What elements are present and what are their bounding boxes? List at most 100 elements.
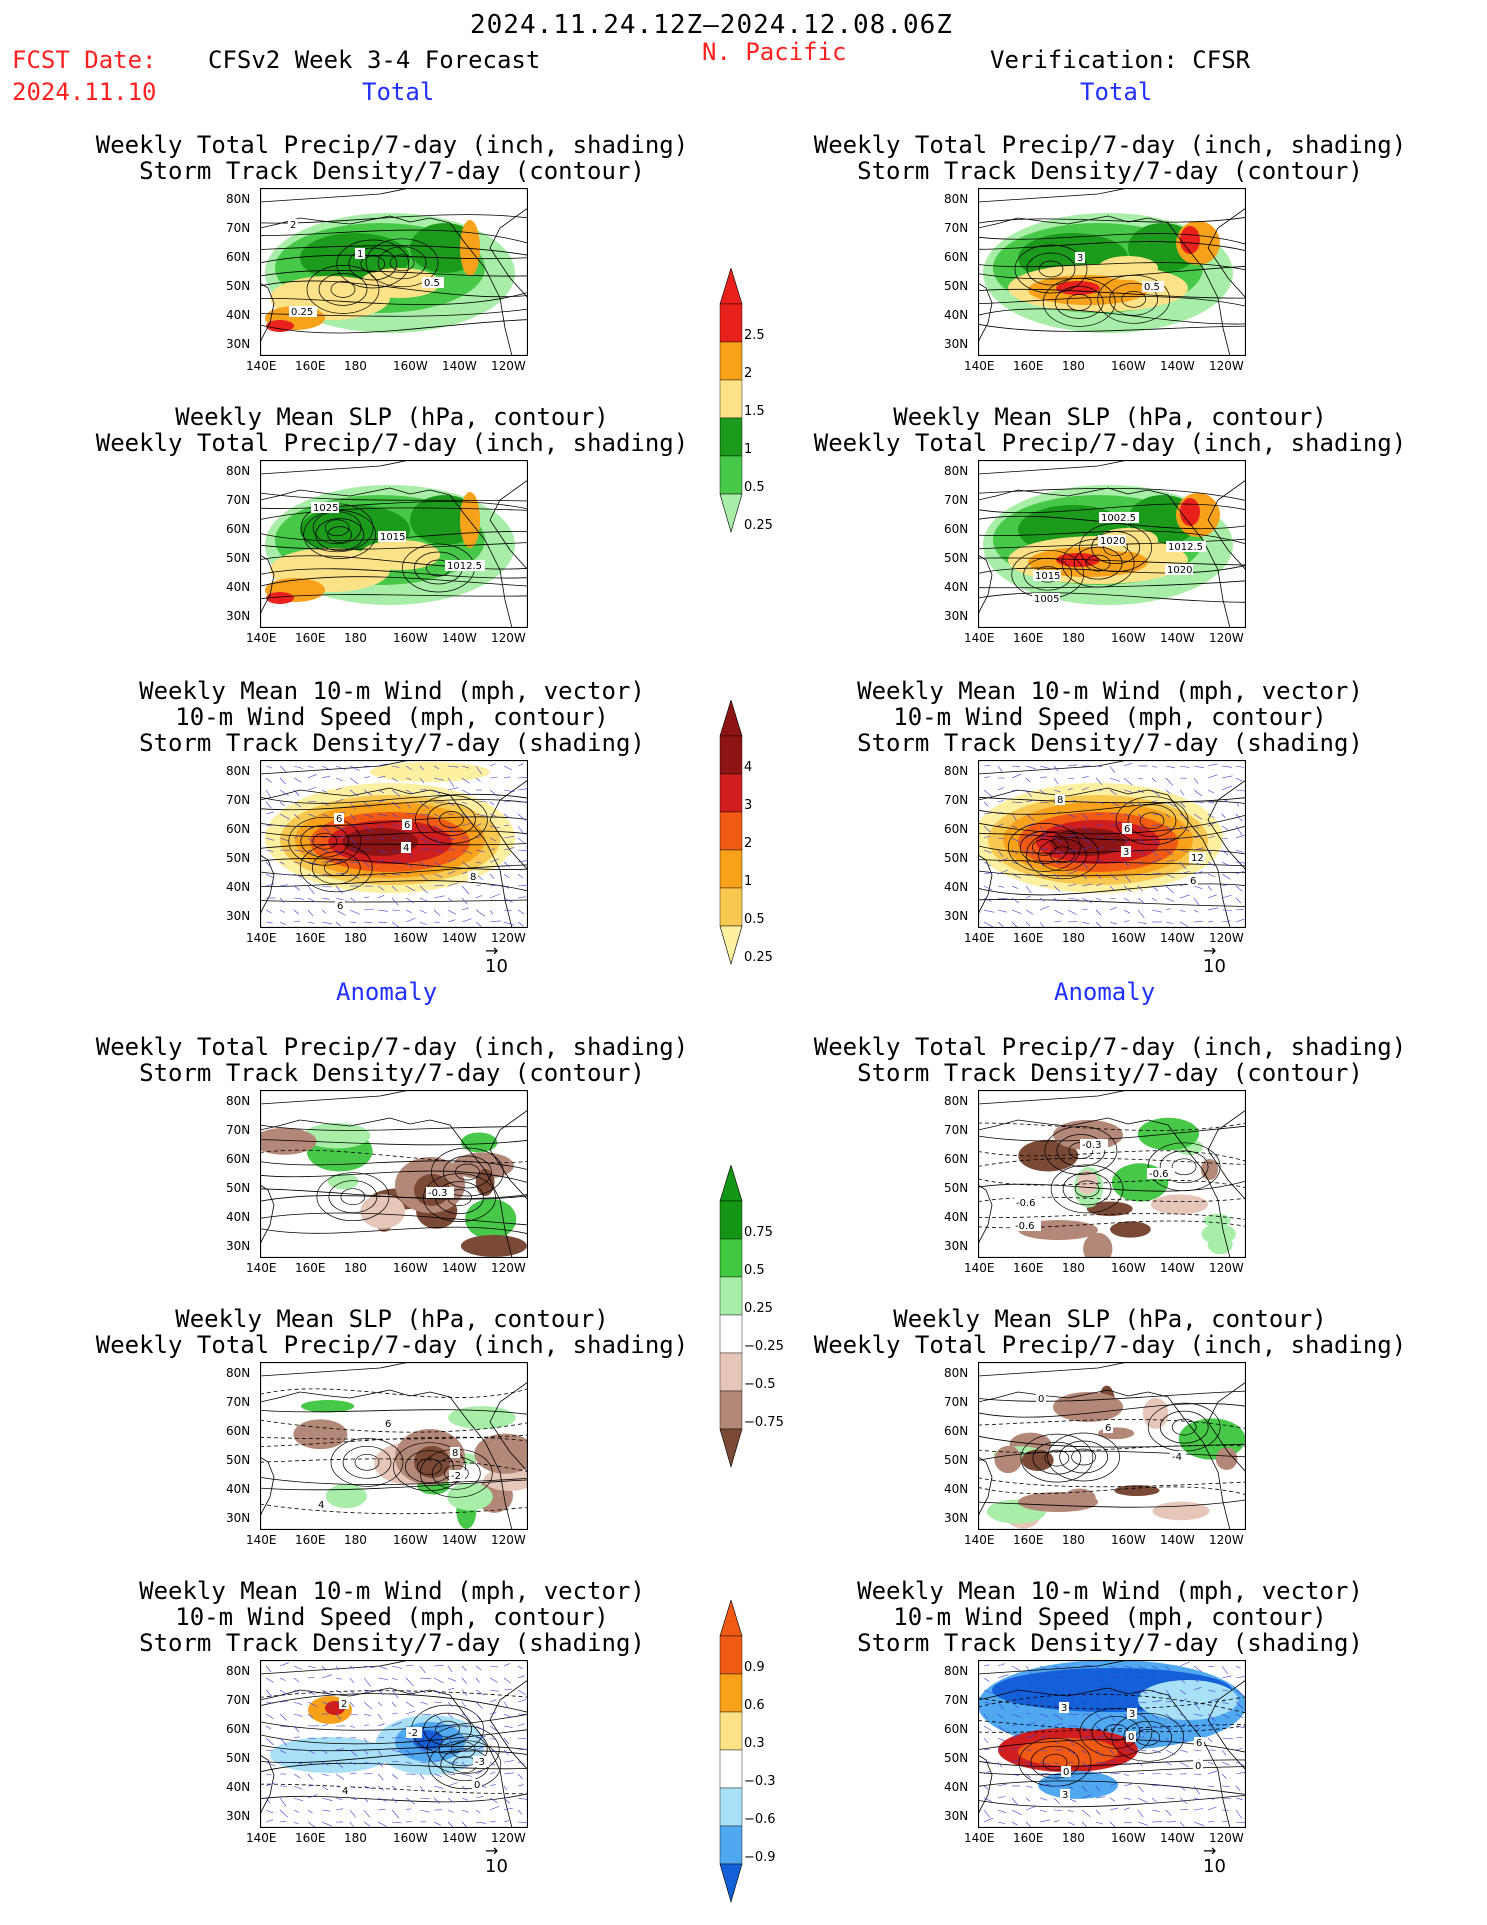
wind-vector: [293, 1736, 300, 1739]
colorbar-segment: [719, 849, 743, 889]
wind-vector: [1025, 799, 1035, 803]
wind-vector: [391, 873, 401, 876]
wind-vector: [489, 848, 495, 851]
contour-label: -3: [475, 1757, 485, 1768]
contour-line: [260, 576, 528, 587]
contour-closed: [1159, 1150, 1209, 1184]
wind-vector: [1165, 837, 1173, 841]
wind-vector: [1179, 1809, 1188, 1811]
wind-vector: [405, 1689, 416, 1695]
contour-line: [260, 568, 528, 579]
wind-vector: [1165, 908, 1171, 911]
wind-vector: [997, 1821, 1005, 1824]
colorbar-segment: [719, 303, 743, 343]
contour-label-bg: [1121, 846, 1131, 857]
wind-vector: [517, 1809, 523, 1815]
wind-vector: [1067, 897, 1079, 900]
wind-vector: [349, 813, 357, 820]
wind-vector: [1165, 789, 1171, 794]
panel-title-line: Weekly Total Precip/7-day (inch, shading…: [95, 131, 689, 159]
shading-area: [266, 320, 294, 332]
wind-vector: [307, 765, 314, 769]
contour-closed: [393, 1442, 466, 1492]
wind-vector: [517, 1665, 523, 1669]
wind-vector: [983, 1785, 989, 1790]
contour-line: [260, 245, 528, 256]
wind-vector: [1081, 1701, 1088, 1705]
wind-vector: [1067, 825, 1076, 830]
wind-vector: [419, 848, 430, 851]
wind-vector: [447, 882, 459, 887]
contour-label-bg: [1147, 1168, 1175, 1179]
contour-line: [260, 1436, 528, 1447]
panel-title-line: Weekly Total Precip/7-day (inch, shading…: [813, 131, 1407, 159]
wind-vector: [1123, 1689, 1131, 1694]
wind-vector: [1179, 1785, 1186, 1791]
lat-label: 80N: [226, 192, 251, 206]
wind-vector: [433, 777, 444, 781]
wind-vector: [1109, 1737, 1118, 1739]
shading-area: [1180, 498, 1200, 526]
wind-vector: [517, 860, 527, 863]
wind-vector: [1039, 1749, 1048, 1752]
contour-label-bg: [1060, 1789, 1070, 1800]
wind-vector: [1193, 871, 1203, 875]
wind-vector: [489, 1749, 497, 1753]
wind-vector: [1137, 1761, 1143, 1767]
wind-vector: [363, 765, 372, 767]
wind-vector: [1137, 789, 1144, 793]
lon-label: 160E: [1013, 359, 1044, 373]
shading-area: [1086, 1201, 1133, 1217]
contour-line: [260, 501, 528, 510]
panel-title-line: Weekly Total Precip/7-day (inch, shading…: [95, 1331, 689, 1359]
contour-label-bg: [1059, 1702, 1069, 1713]
colorbar-total-storm: [718, 698, 744, 972]
wind-vector: [349, 765, 360, 771]
colorbar-segment: [719, 455, 743, 495]
wind-vector: [321, 1809, 331, 1812]
wind-vector: [983, 1677, 990, 1682]
lat-label: 70N: [944, 793, 969, 807]
wind-vector: [293, 765, 303, 769]
wind-vector: [363, 1677, 371, 1687]
wind-vector: [517, 777, 528, 779]
contour-label: 2: [341, 1699, 347, 1710]
lon-label: 160E: [295, 631, 326, 645]
lon-label: 180: [1062, 631, 1085, 645]
contour-label-bg: [450, 1447, 460, 1458]
wind-vector: [419, 801, 429, 809]
wind-vector: [307, 849, 316, 856]
shading-area: [1110, 1221, 1151, 1238]
wind-vector: [1095, 859, 1102, 863]
wind-vector: [503, 789, 515, 793]
wind-vector: [997, 885, 1005, 888]
contour-label-bg: [1036, 1393, 1046, 1404]
lon-label: 160W: [1111, 1831, 1146, 1845]
contour-label: 6: [1124, 824, 1130, 835]
wind-vector: [1081, 897, 1092, 903]
wind-vector: [405, 801, 411, 809]
wind-vector: [349, 1772, 357, 1775]
wind-vector: [419, 1737, 425, 1742]
wind-vector: [1179, 1749, 1188, 1753]
contour-closed: [1127, 804, 1177, 838]
wind-vector: [1095, 1821, 1104, 1825]
wind-vector: [1109, 801, 1120, 807]
wind-vector: [1151, 1713, 1159, 1720]
wind-vector: [1053, 1797, 1061, 1805]
wind-vector: [1053, 1820, 1060, 1823]
coastline-asia: [260, 282, 275, 344]
wind-vector: [503, 1688, 512, 1691]
wind-vector: [475, 1746, 484, 1751]
wind-vector: [307, 1794, 318, 1799]
wind-vector: [293, 1809, 299, 1813]
wind-vector: [419, 909, 427, 914]
wind-vector: [419, 825, 428, 831]
wind-vector: [489, 813, 497, 817]
wind-vector: [1081, 1785, 1088, 1793]
contour-closed: [1014, 244, 1088, 294]
wind-vector: [279, 861, 285, 865]
coastline-asia: [978, 1456, 993, 1518]
contour-closed: [316, 1172, 390, 1222]
wind-vector: [983, 776, 990, 779]
